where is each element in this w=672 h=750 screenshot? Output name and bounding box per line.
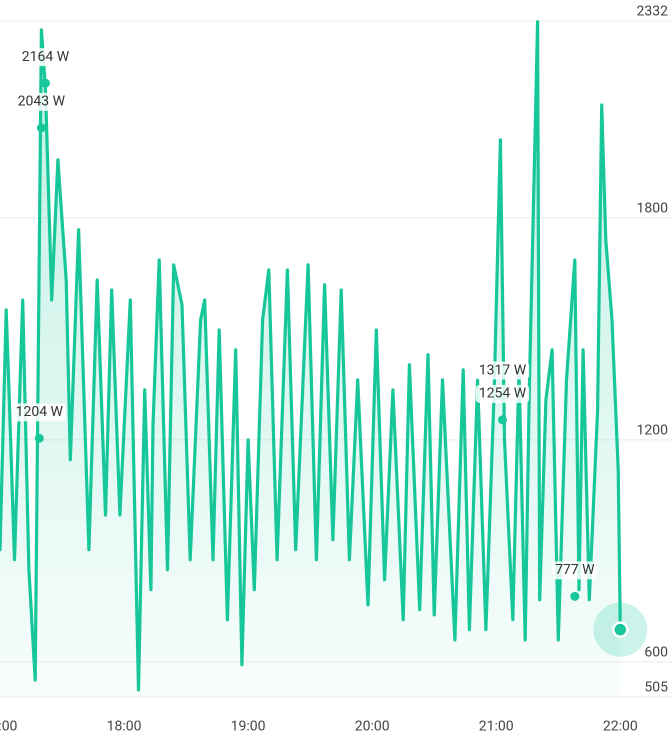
annotation-point <box>40 78 50 88</box>
x-tick-label: 18:00 <box>107 719 142 735</box>
annotation-label: 777 W <box>555 562 595 578</box>
x-tick-label: 19:00 <box>231 719 266 735</box>
annotation-label: 2164 W <box>22 49 70 65</box>
annotation-point <box>570 591 580 601</box>
annotation-label: 2043 W <box>18 94 66 110</box>
y-tick-label: 1200 <box>637 423 669 439</box>
y-tick-label: 2332 <box>637 4 669 20</box>
annotation-bg <box>475 384 530 403</box>
annotation-point <box>497 415 507 425</box>
current-point <box>612 621 629 638</box>
y-tick-label: 1800 <box>637 201 669 217</box>
y-tick-label: 600 <box>644 645 668 661</box>
x-tick-label: 20:00 <box>355 719 390 735</box>
annotation-point <box>36 123 46 133</box>
annotation-label: 1254 W <box>479 386 527 402</box>
x-tick-label: 22:00 <box>603 719 638 735</box>
power-line <box>0 20 622 692</box>
x-tick-label: 17:00 <box>0 719 18 735</box>
annotation-bg <box>475 361 530 380</box>
annotation-label: 1317 W <box>479 362 527 378</box>
annotation-point <box>34 433 44 443</box>
annotation-bg <box>12 403 66 422</box>
annotation-bg <box>18 48 73 67</box>
y-tick-label: 505 <box>644 680 668 696</box>
annotation-bg <box>552 561 598 580</box>
annotation-bg <box>14 92 69 111</box>
x-tick-label: 21:00 <box>479 719 514 735</box>
annotation-label: 1204 W <box>16 404 64 420</box>
